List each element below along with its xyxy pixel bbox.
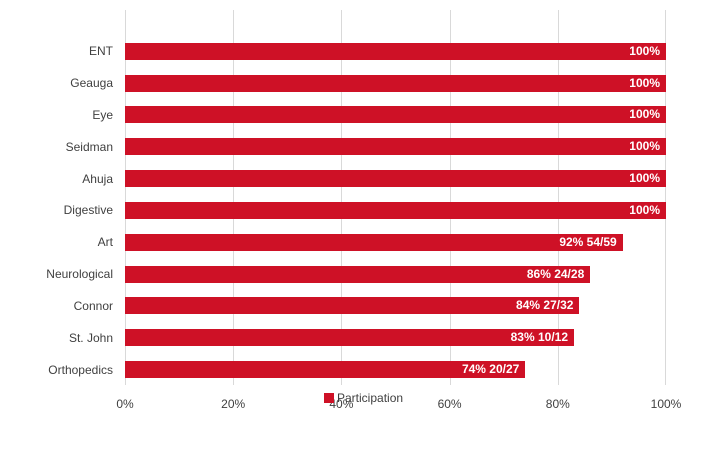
legend-swatch-icon bbox=[324, 393, 334, 403]
bar-st-john: 83% 10/12 bbox=[125, 329, 575, 347]
bar-eye: 100% bbox=[125, 106, 666, 124]
legend-label: Participation bbox=[337, 391, 404, 405]
category-label-st-john: St. John bbox=[68, 330, 113, 345]
x-tick-label-0: 0% bbox=[116, 397, 134, 411]
bar-art: 92% 54/59 bbox=[125, 233, 623, 251]
bar-value-label: 100% bbox=[629, 107, 660, 122]
bar-seidman: 100% bbox=[125, 138, 666, 156]
category-label-ent: ENT bbox=[89, 44, 113, 59]
plot-area: 100% 100% 100% 100% 100% 100% 92% 54/59 86% 24/… bbox=[125, 10, 666, 385]
bar-value-label: 100% bbox=[629, 75, 660, 90]
bar-value-label: 100% bbox=[629, 139, 660, 154]
x-tick-label-40: 40% bbox=[329, 397, 354, 411]
bar-value-label: 100% bbox=[629, 171, 660, 186]
bar-digestive: 100% bbox=[125, 201, 666, 219]
x-tick-label-80: 80% bbox=[545, 397, 570, 411]
category-label-orthopedics: Orthopedics bbox=[48, 362, 113, 377]
bar-value-label: 83% 10/12 bbox=[510, 330, 569, 345]
gridline bbox=[449, 10, 451, 385]
bar-ahuja: 100% bbox=[125, 170, 666, 188]
bar-value-label: 100% bbox=[629, 202, 660, 217]
bar-geauga: 100% bbox=[125, 74, 666, 92]
bar-value-label: 100% bbox=[629, 43, 660, 58]
legend: Participation bbox=[324, 391, 403, 405]
category-label-art: Art bbox=[97, 235, 113, 250]
category-label-ahuja: Ahuja bbox=[82, 171, 113, 186]
category-label-neurological: Neurological bbox=[46, 267, 113, 281]
category-label-connor: Connor bbox=[73, 298, 113, 313]
gridline bbox=[557, 10, 559, 385]
bar-connor: 84% 27/32 bbox=[125, 297, 580, 315]
category-label-seidman: Seidman bbox=[65, 139, 113, 154]
gridline bbox=[665, 10, 666, 385]
x-tick-label-20: 20% bbox=[221, 397, 246, 411]
bar-value-label: 86% 24/28 bbox=[526, 266, 585, 281]
category-label-digestive: Digestive bbox=[63, 203, 113, 218]
category-label-geauga: Geauga bbox=[70, 76, 113, 91]
bar-value-label: 84% 27/32 bbox=[516, 298, 574, 313]
bar-value-label: 74% 20/27 bbox=[461, 362, 520, 376]
bar-orthopedics: 74% 20/27 bbox=[125, 361, 526, 378]
gridline bbox=[125, 10, 126, 385]
bar-neurological: 86% 24/28 bbox=[125, 265, 591, 283]
gridline bbox=[233, 10, 235, 385]
bar-ent: 100% bbox=[125, 42, 666, 60]
bar-value-label: 92% 54/59 bbox=[559, 234, 617, 249]
category-label-eye: Eye bbox=[92, 107, 113, 122]
x-tick-label-100: 100% bbox=[650, 397, 682, 411]
x-tick-label-60: 60% bbox=[437, 397, 462, 411]
gridline bbox=[341, 10, 343, 385]
